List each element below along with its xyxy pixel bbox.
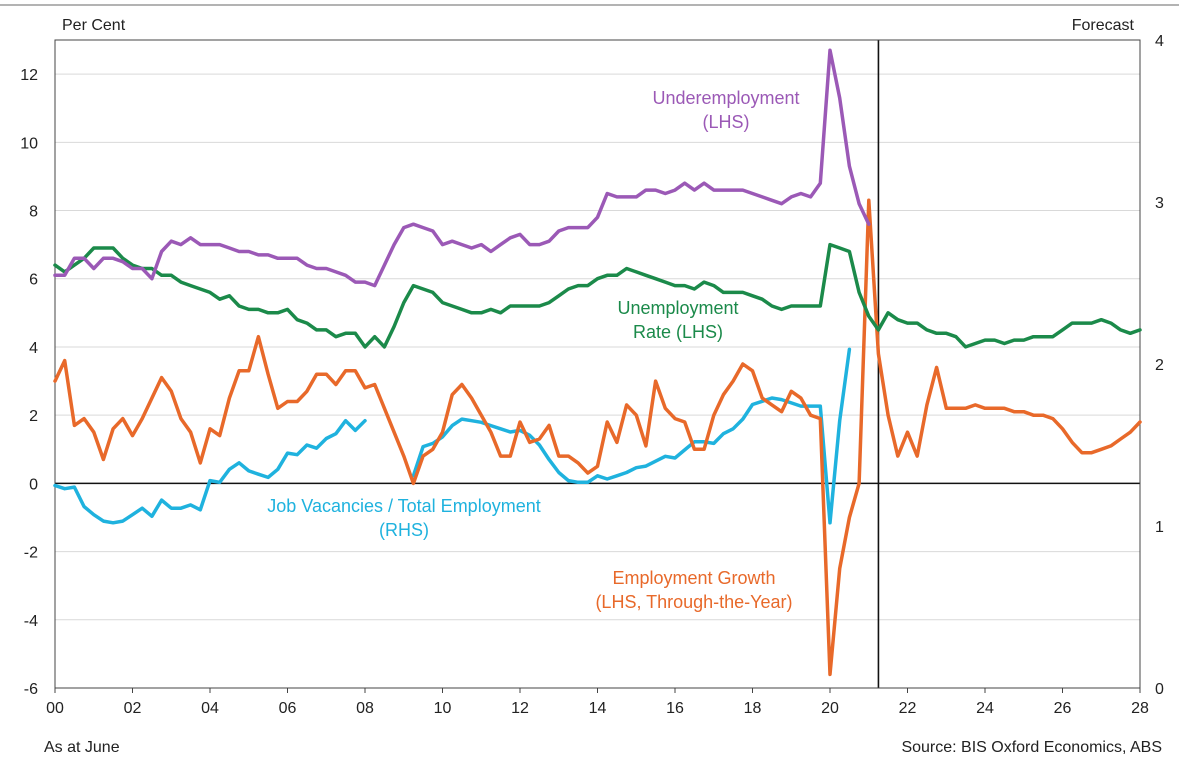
x-tick-label: 16 (666, 700, 684, 717)
y-left-tick-label: 8 (29, 204, 38, 221)
right-axis-title: Forecast (1072, 17, 1135, 34)
series-label: Unemployment (617, 298, 738, 318)
y-left-tick-label: 10 (20, 135, 38, 152)
series-line-employment-growth-lhs-through-the-year (53, 198, 1142, 677)
x-tick-label: 24 (976, 700, 994, 717)
y-left-tick-label: 0 (29, 476, 38, 493)
y-right-tick-label: 1 (1155, 519, 1164, 536)
x-tick-label: 18 (744, 700, 762, 717)
x-tick-label: 26 (1054, 700, 1072, 717)
x-tick-label: 10 (434, 700, 452, 717)
series-line-underemployment-lhs (53, 48, 871, 288)
x-tick-label: 20 (821, 700, 839, 717)
x-tick-label: 06 (279, 700, 297, 717)
x-tick-label: 28 (1131, 700, 1149, 717)
plot-frame (54, 39, 1141, 689)
footer-as-at: As at June (44, 739, 120, 756)
series-label: Underemployment (652, 88, 799, 108)
x-tick-label: 22 (899, 700, 917, 717)
x-tick-label: 00 (46, 700, 64, 717)
axis-tick-labels: 00 02 04 06 08 10 12 14 16 18 20 22 24 26 28-6-4-20246… (20, 33, 1164, 717)
y-left-tick-label: 4 (29, 340, 38, 357)
series-layer (53, 48, 1142, 677)
x-tick-label: 02 (124, 700, 142, 717)
y-right-tick-label: 3 (1155, 195, 1164, 212)
series-label: (LHS) (702, 112, 749, 132)
series-line-job-vacancies-total-employment-rhs (53, 418, 367, 525)
x-tick-label: 08 (356, 700, 374, 717)
series-label: Employment Growth (612, 568, 775, 588)
series-label: (RHS) (379, 520, 429, 540)
series-line-unemployment-rate-lhs (53, 242, 1142, 349)
y-right-tick-label: 2 (1155, 357, 1164, 374)
x-tick-label: 04 (201, 700, 219, 717)
series-label: (LHS, Through-the-Year) (595, 592, 792, 612)
y-left-tick-label: 2 (29, 408, 38, 425)
series-label: Job Vacancies / Total Employment (267, 496, 540, 516)
y-left-tick-label: -2 (24, 545, 38, 562)
y-right-tick-label: 0 (1155, 681, 1164, 698)
y-left-tick-label: -6 (24, 681, 38, 698)
y-right-tick-label: 4 (1155, 33, 1164, 50)
footer-source: Source: BIS Oxford Economics, ABS (901, 739, 1162, 756)
x-tick-label: 12 (511, 700, 529, 717)
left-axis-title: Per Cent (62, 17, 126, 34)
y-left-tick-label: -4 (24, 613, 38, 630)
y-left-tick-label: 12 (20, 67, 38, 84)
series-labels: Underemployment (LHS) Unemployment Rate (LH… (267, 88, 799, 612)
x-tick-label: 14 (589, 700, 607, 717)
y-left-tick-label: 6 (29, 272, 38, 289)
series-label: Rate (LHS) (633, 322, 723, 342)
